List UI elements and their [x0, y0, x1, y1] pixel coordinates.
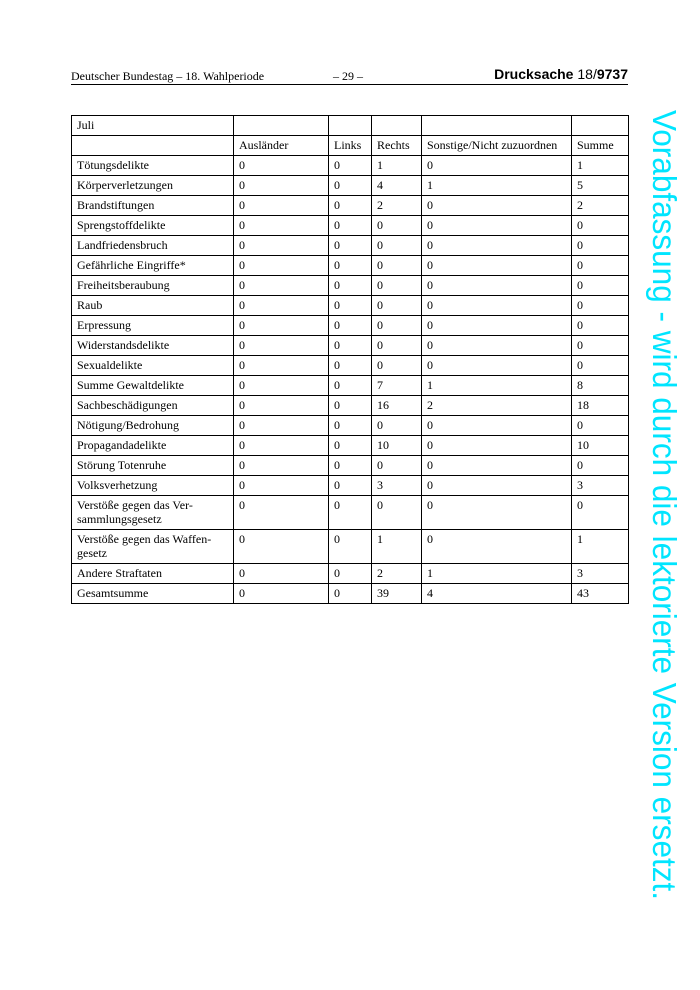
- table-cell: 0: [328, 495, 372, 530]
- table-row: Verstöße gegen das Ver- sammlungsgesetz 0…: [71, 495, 629, 530]
- table-cell: 16: [371, 395, 422, 416]
- row-label: Sachbeschädigungen: [71, 395, 234, 416]
- table-row: Gesamtsumme 0 0 39 4 43: [71, 583, 629, 604]
- table-row: Volksverhetzung 0 0 3 0 3: [71, 475, 629, 496]
- table-title: Juli: [71, 115, 234, 136]
- table-row: Sexualdelikte 0 0 0 0 0: [71, 355, 629, 376]
- table-row: Brandstiftungen 0 0 2 0 2: [71, 195, 629, 216]
- table-cell: 0: [233, 495, 329, 530]
- row-label: Summe Gewaltdelikte: [71, 375, 234, 396]
- row-label: Gesamtsumme: [71, 583, 234, 604]
- page-number: – 29 –: [333, 69, 363, 83]
- document-label: Drucksache: [494, 66, 574, 82]
- row-label: Sexualdelikte: [71, 355, 234, 376]
- table-row: Summe Gewaltdelikte 0 0 7 1 8: [71, 375, 629, 396]
- column-header: Sonstige/Nicht zuzuordnen: [421, 135, 572, 156]
- document-number-value: 9737: [596, 66, 628, 82]
- row-label: Widerstandsdelikte: [71, 335, 234, 356]
- table-title-row: Juli: [71, 115, 629, 136]
- table-cell: 0: [328, 529, 372, 564]
- table-row: Sachbeschädigungen 0 0 16 2 18: [71, 395, 629, 416]
- row-label: Verstöße gegen das Ver- sammlungsgesetz: [71, 495, 234, 530]
- table-cell: 0: [421, 529, 572, 564]
- table-row: Nötigung/Bedrohung 0 0 0 0 0: [71, 415, 629, 436]
- statistics-table: Juli Ausländer Links Rechts Sonstige/Nic…: [71, 115, 629, 604]
- table-cell: 0: [233, 529, 329, 564]
- table-header-row: Ausländer Links Rechts Sonstige/Nicht zu…: [71, 135, 629, 156]
- table-row: Störung Totenruhe 0 0 0 0 0: [71, 455, 629, 476]
- page-header: Deutscher Bundestag – 18. Wahlperiode – …: [71, 66, 628, 85]
- table-row: Gefährliche Eingriffe* 0 0 0 0 0: [71, 255, 629, 276]
- header-publication: Deutscher Bundestag – 18. Wahlperiode: [71, 69, 265, 83]
- table-cell: 39: [371, 583, 422, 604]
- document-number-prefix: 18/: [577, 66, 597, 82]
- table-cell: 1: [371, 529, 422, 564]
- table-cell: 43: [571, 583, 629, 604]
- table-cell: 0: [371, 495, 422, 530]
- table-row: Propagandadelikte 0 0 10 0 10: [71, 435, 629, 456]
- row-label: Störung Totenruhe: [71, 455, 234, 476]
- column-header: Summe: [571, 135, 629, 156]
- row-label: Freiheitsberaubung: [71, 275, 234, 296]
- row-label: Propagandadelikte: [71, 435, 234, 456]
- watermark-text: Vorabfassung - wird durch die lektoriert…: [646, 110, 683, 900]
- document-number: Drucksache 18/9737: [494, 66, 628, 82]
- table-cell: 1: [571, 155, 629, 176]
- column-header: Links: [328, 135, 372, 156]
- column-header: Rechts: [371, 135, 422, 156]
- table-row: Freiheitsberaubung 0 0 0 0 0: [71, 275, 629, 296]
